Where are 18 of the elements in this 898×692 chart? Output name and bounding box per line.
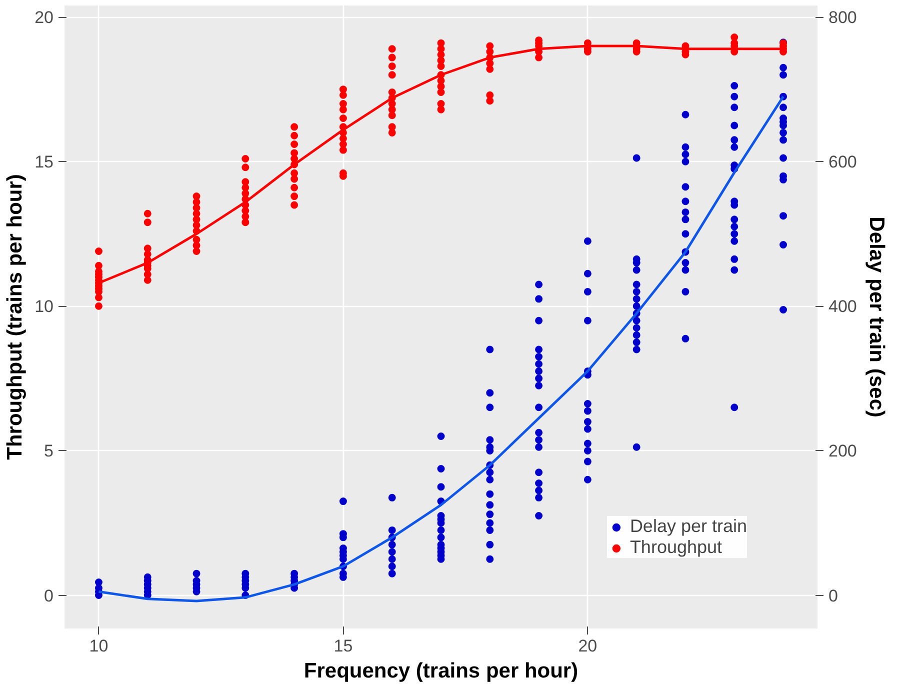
x-tick-label: 15: [334, 636, 353, 656]
y-tick-label: 20: [34, 8, 54, 28]
y2-axis-title: Delay per train (sec): [864, 216, 888, 418]
y2-tick-label: 0: [828, 586, 838, 606]
y2-tick-label: 400: [828, 297, 857, 316]
y-tick-label: 15: [34, 152, 54, 172]
y2-tick-label: 800: [828, 8, 857, 28]
y2-tick-label: 200: [828, 442, 857, 461]
y-axis-title: Throughput (trains per hour): [4, 174, 27, 460]
x-axis-title: Frequency (trains per hour): [304, 660, 578, 682]
y-tick-label: 5: [44, 442, 54, 461]
legend-label: Delay per train: [630, 516, 747, 537]
y2-tick-label: 600: [828, 152, 857, 172]
y-tick-label: 10: [34, 297, 54, 316]
legend-label: Throughput: [630, 537, 722, 558]
x-tick-label: 20: [578, 636, 598, 656]
y-tick-label: 0: [44, 586, 54, 606]
x-tick-label: 10: [89, 636, 108, 656]
